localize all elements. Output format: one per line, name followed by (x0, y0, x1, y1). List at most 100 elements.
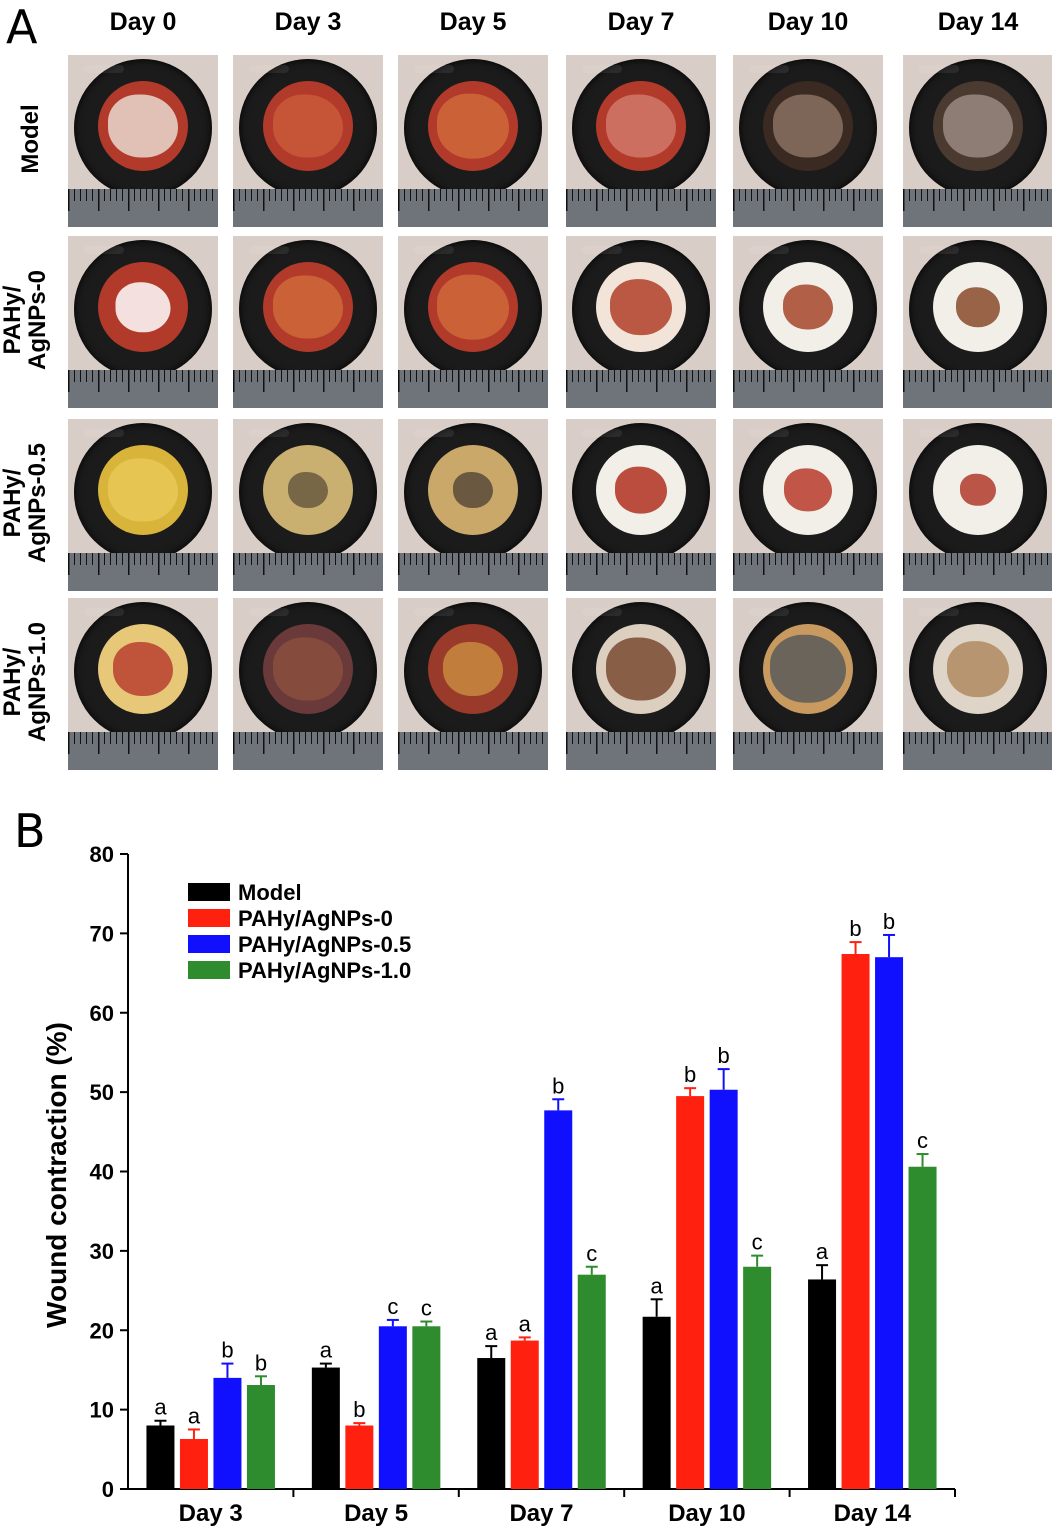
significance-letter: b (552, 1073, 564, 1098)
ruler (233, 732, 383, 770)
wound-bed (943, 94, 1013, 158)
significance-letter: c (421, 1296, 432, 1321)
wound-photo (566, 598, 716, 770)
ruler (68, 370, 218, 408)
y-tick-label: 50 (90, 1080, 114, 1105)
wound-area (98, 81, 188, 171)
significance-letter: b (883, 909, 895, 934)
bar (412, 1326, 441, 1489)
silicone-ring (239, 602, 377, 740)
silicone-ring (909, 240, 1047, 378)
significance-letter: b (718, 1043, 730, 1068)
silicone-ring (239, 59, 377, 197)
significance-letter: a (485, 1320, 498, 1345)
significance-letter: b (353, 1397, 365, 1422)
ruler (903, 732, 1052, 770)
silicone-ring (909, 423, 1047, 561)
legend-label: PAHy/AgNPs-0 (238, 906, 393, 931)
x-tick-label: Day 5 (344, 1500, 408, 1527)
legend-label: Model (238, 880, 302, 905)
significance-letter: a (320, 1338, 333, 1363)
wound-area (596, 262, 686, 352)
wound-bed (960, 473, 996, 507)
day-header: Day 7 (607, 8, 675, 36)
wound-photo (733, 236, 883, 408)
wound-area (98, 445, 188, 535)
wound-bed (610, 279, 672, 335)
day-header: Day 10 (767, 8, 849, 36)
wound-area (763, 262, 853, 352)
wound-bed (784, 468, 832, 512)
legend-label: PAHy/AgNPs-0.5 (238, 932, 411, 957)
significance-letter: c (387, 1294, 398, 1319)
wound-area (428, 445, 518, 535)
wound-bed (273, 637, 343, 701)
silicone-ring (739, 423, 877, 561)
x-tick-label: Day 3 (179, 1500, 243, 1527)
silicone-ring (74, 59, 212, 197)
wound-area (596, 445, 686, 535)
silicone-ring (404, 59, 542, 197)
bar (743, 1266, 772, 1489)
wound-bed (273, 94, 343, 158)
silicone-ring (239, 240, 377, 378)
ruler (566, 732, 716, 770)
wound-bed (288, 472, 328, 508)
wound-bed (615, 466, 667, 514)
wound-photo (903, 236, 1052, 408)
wound-bed (443, 642, 503, 696)
bar (577, 1274, 606, 1489)
significance-letter: b (849, 916, 861, 941)
wound-bed (273, 275, 343, 339)
row-label: Model (17, 104, 44, 174)
silicone-ring (74, 423, 212, 561)
wound-area (763, 624, 853, 714)
silicone-ring (909, 602, 1047, 740)
bar (709, 1089, 738, 1489)
wound-bed (606, 637, 676, 701)
ruler (398, 189, 548, 227)
significance-letter: b (684, 1062, 696, 1087)
ruler (566, 553, 716, 591)
ruler (233, 553, 383, 591)
ruler (68, 732, 218, 770)
day-header: Day 5 (439, 8, 507, 36)
silicone-ring (404, 602, 542, 740)
bar (146, 1425, 175, 1489)
wound-bed (947, 641, 1009, 697)
bar (378, 1326, 407, 1489)
silicone-ring (739, 602, 877, 740)
wound-bed (773, 94, 843, 158)
ruler (903, 553, 1052, 591)
wound-photo (733, 55, 883, 227)
chart-legend: ModelPAHy/AgNPs-0PAHy/AgNPs-0.5PAHy/AgNP… (188, 880, 411, 983)
significance-letter: a (816, 1239, 829, 1264)
y-tick-label: 20 (90, 1318, 114, 1343)
bar (875, 957, 904, 1489)
ruler (733, 370, 883, 408)
wound-area (596, 81, 686, 171)
wound-photo (68, 419, 218, 591)
wound-bed (115, 282, 171, 332)
wound-bed (108, 94, 178, 158)
wound-photo (733, 419, 883, 591)
wound-photo (398, 55, 548, 227)
silicone-ring (74, 240, 212, 378)
row-label: PAHy/ AgNPs-1.0 (0, 621, 52, 743)
wound-area (263, 262, 353, 352)
ruler (233, 189, 383, 227)
legend-swatch (188, 961, 230, 979)
bar (345, 1425, 374, 1489)
silicone-ring (239, 423, 377, 561)
wound-area (428, 624, 518, 714)
wound-area (98, 262, 188, 352)
ruler (733, 732, 883, 770)
wound-photo (903, 598, 1052, 770)
wound-area (263, 624, 353, 714)
wound-bed (783, 284, 833, 330)
bar (808, 1279, 837, 1489)
bar (213, 1377, 242, 1489)
silicone-ring (909, 59, 1047, 197)
bar (676, 1096, 705, 1489)
